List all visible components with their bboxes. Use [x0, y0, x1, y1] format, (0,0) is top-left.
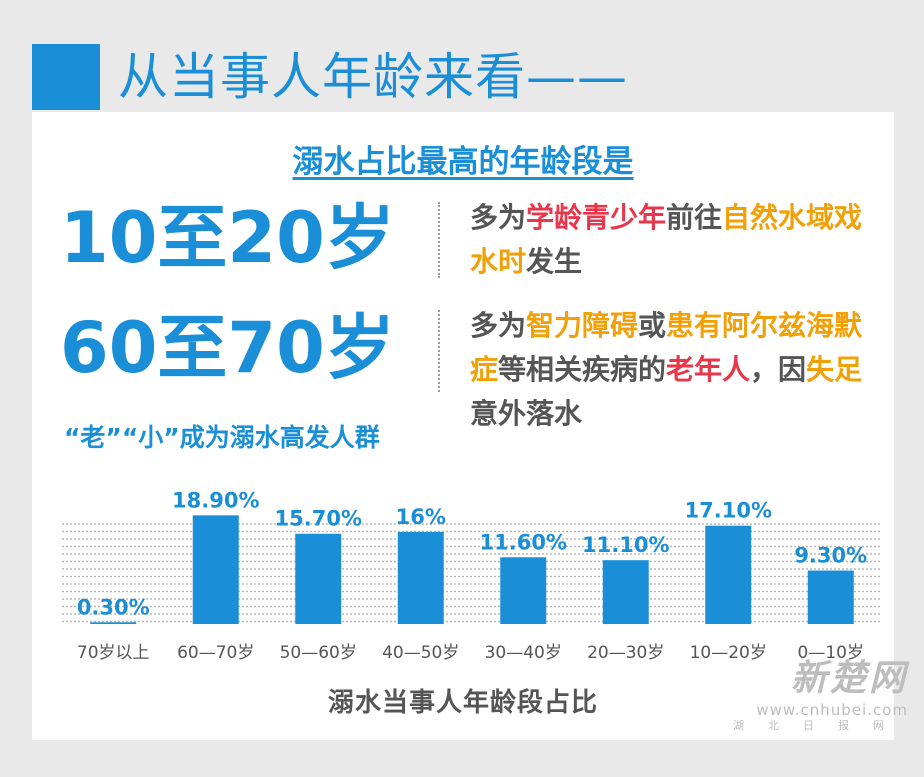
data-label-0: 0.30% [77, 595, 150, 619]
bar-7 [807, 570, 854, 624]
description-segment: 发生 [526, 245, 583, 278]
category-label-1: 60—70岁 [177, 643, 254, 663]
data-label-2: 15.70% [275, 507, 362, 531]
x-axis-title: 溺水当事人年龄段占比 [327, 688, 598, 718]
watermark-name: 新楚网 [790, 658, 908, 699]
infographic-panel: 溺水占比最高的年龄段是 10至20岁 多为学龄青少年前往自然水域戏水时发生 60… [32, 112, 894, 740]
description-segment: 意外落水 [470, 397, 583, 430]
category-label-4: 30—40岁 [485, 643, 562, 663]
description-segment: 前往 [666, 201, 723, 234]
bar-chart: 0.30% 70岁以上 18.90% 60—70岁 15.70% 50—60岁 16% 40—… [62, 488, 882, 663]
category-label-2: 50—60岁 [280, 643, 357, 663]
description-segment: 患有阿尔兹海默症 [470, 309, 863, 386]
watermark-logo: 新楚网 www.cnhubei.com 湖北日报网 [722, 657, 908, 733]
watermark-url: www.cnhubei.com [756, 701, 908, 719]
description-segment: ，因 [750, 353, 807, 386]
section-subtitle: 溺水占比最高的年龄段是 [292, 144, 634, 180]
watermark-subtitle: 湖北日报网 [733, 719, 908, 732]
description-segment: 或 [638, 309, 667, 342]
divider-2 [438, 310, 440, 392]
bar-3 [397, 532, 444, 624]
description-segment: 失足 [806, 353, 863, 386]
age-group-2: 60至70岁 [60, 307, 395, 389]
data-label-5: 11.10% [582, 533, 669, 557]
data-label-6: 17.10% [685, 499, 772, 523]
description-segment: 学龄青少年 [526, 201, 667, 234]
data-label-3: 16% [396, 505, 446, 529]
category-label-7: 0—10岁 [798, 643, 864, 663]
bar-6 [705, 525, 752, 624]
category-label-0: 70岁以上 [77, 643, 150, 663]
age-group-2-description: 多为智力障碍或患有阿尔兹海默症等相关疾病的老年人，因失足意外落水 [470, 304, 880, 436]
bar-0 [90, 622, 137, 624]
page-title: 从当事人年龄来看—— [118, 48, 628, 106]
description-segment: 多为 [470, 201, 527, 234]
data-label-7: 9.30% [794, 544, 867, 568]
bar-2 [295, 533, 342, 624]
category-label-6: 10—20岁 [690, 643, 767, 663]
data-label-1: 18.90% [172, 488, 259, 512]
description-segment: 老年人 [666, 353, 751, 386]
age-group-1: 10至20岁 [60, 197, 395, 279]
data-label-4: 11.60% [480, 530, 567, 554]
bar-4 [500, 557, 547, 624]
bar-5 [602, 560, 649, 624]
description-segment: 自然水域戏水时 [470, 201, 863, 278]
description-segment: 智力障碍 [526, 309, 639, 342]
chart-caption: “老”“小”成为溺水高发人群 [64, 423, 380, 452]
bar-1 [192, 515, 239, 624]
divider-1 [438, 202, 440, 278]
age-group-1-description: 多为学龄青少年前往自然水域戏水时发生 [470, 196, 880, 284]
header-accent-square [32, 44, 100, 110]
description-segment: 等相关疾病的 [498, 353, 667, 386]
category-label-3: 40—50岁 [382, 643, 459, 663]
category-label-5: 20—30岁 [587, 643, 664, 663]
description-segment: 多为 [470, 309, 527, 342]
